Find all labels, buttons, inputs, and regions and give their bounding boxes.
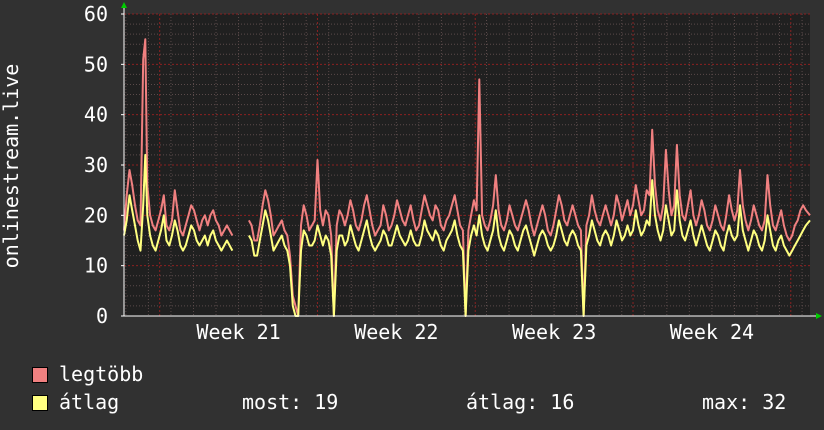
stat-now: most: 19 bbox=[242, 390, 339, 414]
y-tick-label: 40 bbox=[84, 103, 108, 127]
series-layer bbox=[123, 38, 811, 317]
y-tick-label: 50 bbox=[84, 52, 108, 76]
legend-avg-swatch bbox=[32, 395, 48, 411]
y-tick-label: 0 bbox=[96, 304, 108, 328]
legend-avg-label: átlag bbox=[59, 390, 120, 414]
x-tick-label: Week 23 bbox=[512, 320, 596, 344]
x-tick-label: Week 21 bbox=[196, 320, 280, 344]
y-tick-label: 20 bbox=[84, 203, 108, 227]
y-axis-label: onlinestream.live bbox=[0, 64, 23, 269]
legend-max-swatch bbox=[32, 367, 48, 383]
y-tick-label: 10 bbox=[84, 254, 108, 278]
x-axis-arrow bbox=[816, 313, 822, 319]
grid bbox=[124, 13, 810, 316]
series-line-max bbox=[123, 38, 811, 317]
y-tick-label: 30 bbox=[84, 153, 108, 177]
x-tick-labels: Week 21 Week 22 Week 23 Week 24 bbox=[196, 320, 754, 344]
y-axis-arrow bbox=[121, 2, 127, 8]
y-tick-labels: 0 10 20 30 40 50 60 bbox=[84, 2, 124, 328]
x-tick-label: Week 24 bbox=[670, 320, 754, 344]
y-tick-label: 60 bbox=[84, 2, 108, 26]
axes bbox=[121, 2, 822, 319]
series-line-avg bbox=[123, 153, 811, 317]
stat-max: max: 32 bbox=[702, 390, 787, 414]
stat-avg: átlag: 16 bbox=[466, 390, 575, 414]
legend-max-label: legtöbb bbox=[59, 362, 144, 386]
legend-avg: átlag most: 19 átlag: 16 max: 32 bbox=[32, 391, 802, 413]
x-tick-label: Week 22 bbox=[354, 320, 438, 344]
